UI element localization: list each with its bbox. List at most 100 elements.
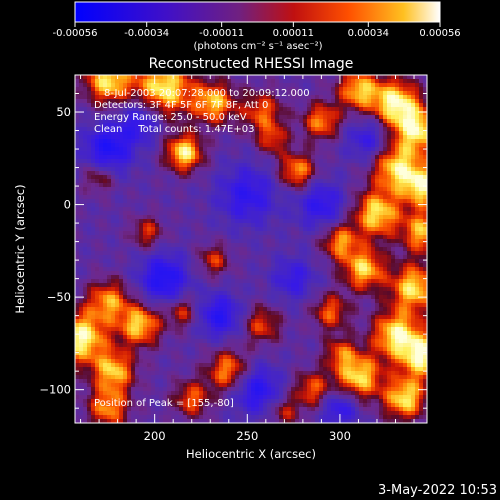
heatmap-cell [227,255,232,260]
heatmap-cell [291,175,296,180]
heatmap-cell [87,267,92,272]
heatmap-cell [79,255,84,260]
heatmap-cell [187,291,192,296]
heatmap-cell [107,175,112,180]
heatmap-cell [251,283,256,288]
heatmap-cell [319,123,324,128]
heatmap-cell [339,215,344,220]
heatmap-cell [211,179,216,184]
heatmap-cell [107,239,112,244]
heatmap-cell [187,83,192,88]
heatmap-cell [195,211,200,216]
heatmap-cell [259,175,264,180]
heatmap-cell [303,239,308,244]
heatmap-cell [323,187,328,192]
heatmap-cell [87,235,92,240]
heatmap-cell [259,123,264,128]
heatmap-cell [399,295,404,300]
heatmap-cell [359,251,364,256]
heatmap-cell [99,151,104,156]
heatmap-cell [115,195,120,200]
heatmap-cell [379,123,384,128]
heatmap-cell [283,211,288,216]
heatmap-cell [219,183,224,188]
heatmap-cell [315,171,320,176]
heatmap-cell [299,123,304,128]
heatmap-cell [279,195,284,200]
heatmap-cell [119,103,124,108]
heatmap-cell [267,111,272,116]
heatmap-cell [115,99,120,104]
heatmap-cell [99,207,104,212]
heatmap-cell [247,79,252,84]
heatmap-cell [223,187,228,192]
heatmap-cell [163,211,168,216]
heatmap-cell [315,231,320,236]
heatmap-cell [267,299,272,304]
heatmap-cell [247,243,252,248]
heatmap-cell [211,251,216,256]
heatmap-cell [227,151,232,156]
heatmap-cell [155,203,160,208]
heatmap-cell [115,227,120,232]
heatmap-cell [291,275,296,280]
heatmap-cell [339,187,344,192]
heatmap-cell [315,155,320,160]
heatmap-cell [319,127,324,132]
heatmap-cell [323,251,328,256]
heatmap-cell [371,195,376,200]
heatmap-cell [87,247,92,252]
heatmap-cell [203,91,208,96]
heatmap-cell [135,271,140,276]
heatmap-cell [279,75,284,80]
heatmap-cell [343,167,348,172]
heatmap-cell [299,159,304,164]
heatmap-cell [303,87,308,92]
heatmap-cell [351,295,356,300]
heatmap-cell [99,211,104,216]
heatmap-cell [419,143,424,148]
heatmap-cell [343,219,348,224]
heatmap-cell [191,91,196,96]
heatmap-cell [111,147,116,152]
heatmap-cell [323,155,328,160]
heatmap-cell [263,171,268,176]
heatmap-cell [395,79,400,84]
heatmap-cell [259,295,264,300]
heatmap-cell [411,131,416,136]
heatmap-cell [147,207,152,212]
heatmap-cell [247,191,252,196]
heatmap-cell [199,87,204,92]
heatmap-cell [351,291,356,296]
heatmap-cell [111,287,116,292]
heatmap-cell [411,211,416,216]
heatmap-cell [163,251,168,256]
heatmap-cell [235,139,240,144]
colorbar-tick-label: 0.00034 [348,28,389,39]
heatmap-cell [239,283,244,288]
heatmap-cell [155,239,160,244]
heatmap-cell [271,283,276,288]
heatmap-cell [155,231,160,236]
heatmap-cell [315,147,320,152]
heatmap-cell [303,191,308,196]
heatmap-cell [231,299,236,304]
heatmap-cell [135,247,140,252]
heatmap-cell [203,187,208,192]
heatmap-cell [367,155,372,160]
heatmap-cell [387,119,392,124]
heatmap-cell [155,91,160,96]
heatmap-cell [363,259,368,264]
heatmap-cell [387,131,392,136]
heatmap-cell [351,95,356,100]
heatmap-cell [307,147,312,152]
heatmap-cell [131,91,136,96]
heatmap-cell [155,131,160,136]
heatmap-cell [95,299,100,304]
heatmap-cell [351,179,356,184]
heatmap-cell [203,151,208,156]
heatmap-cell [367,171,372,176]
heatmap-cell [367,255,372,260]
heatmap-cell [143,87,148,92]
heatmap-cell [207,151,212,156]
